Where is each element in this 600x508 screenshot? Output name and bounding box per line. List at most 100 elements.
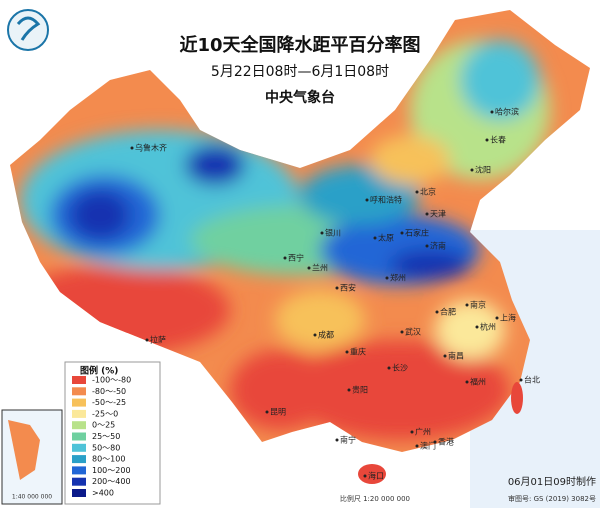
city-label: 海口	[368, 471, 384, 481]
approval: 审图号: GS (2019) 3082号	[508, 494, 596, 503]
legend-label: 50～80	[92, 443, 120, 452]
city-label: 杭州	[480, 322, 496, 332]
city-label: 西宁	[288, 253, 304, 263]
city-dot	[435, 310, 439, 314]
city-label: 西安	[340, 283, 356, 293]
city-label: 兰州	[312, 263, 328, 273]
city-dot	[490, 110, 494, 114]
city-dot	[385, 276, 389, 280]
city-dot	[433, 440, 437, 444]
city-dot	[470, 168, 474, 172]
inset-scale: 1:40 000 000	[12, 494, 52, 501]
legend-swatch	[72, 432, 86, 441]
city-label: 石家庄	[405, 228, 429, 238]
agency: 中央气象台	[265, 89, 335, 106]
city-label: 上海	[500, 313, 516, 323]
city-dot	[519, 378, 523, 382]
city-dot	[415, 444, 419, 448]
city-label: 长春	[490, 135, 506, 145]
legend-title: 图例 (%)	[80, 365, 118, 377]
city-dot	[443, 354, 447, 358]
city-label: 香港	[438, 437, 454, 447]
city-dot	[365, 198, 369, 202]
city-label: 沈阳	[475, 165, 491, 175]
city-dot	[283, 256, 287, 260]
legend-label: -80～-50	[92, 387, 126, 396]
legend-swatch	[72, 387, 86, 396]
city-label: 澳门	[420, 441, 436, 451]
city-dot	[475, 325, 479, 329]
city-label: 哈尔滨	[495, 107, 519, 117]
legend-label: -50～-25	[92, 398, 126, 407]
city-label: 呼和浩特	[370, 195, 402, 205]
city-label: 福州	[470, 378, 486, 387]
city-label: 银川	[325, 228, 341, 238]
legend-label: -100～-80	[92, 376, 131, 385]
legend-label: >400	[92, 489, 114, 498]
legend-label: 25～50	[92, 432, 120, 441]
legend-swatch	[72, 455, 86, 464]
city-label: 台北	[524, 375, 540, 385]
legend-label: 80～100	[92, 455, 125, 464]
city-label: 南京	[470, 300, 486, 310]
city-dot	[363, 474, 367, 478]
city-dot	[400, 231, 404, 235]
made-time: 06月01日09时制作	[508, 475, 596, 488]
logo-mark	[16, 16, 41, 41]
city-dot	[465, 380, 469, 384]
city-dot	[345, 350, 349, 354]
city-dot	[265, 410, 269, 414]
city-dot	[335, 438, 339, 442]
city-label: 昆明	[270, 408, 286, 417]
city-label: 武汉	[405, 327, 421, 337]
city-label: 天津	[430, 209, 446, 219]
city-dot	[320, 231, 324, 235]
city-label: 太原	[378, 233, 394, 243]
legend-swatch	[72, 409, 86, 418]
city-label: 郑州	[390, 273, 406, 283]
city-dot	[415, 190, 419, 194]
legend-swatch	[72, 443, 86, 452]
city-label: 合肥	[440, 307, 456, 317]
city-label: 北京	[420, 187, 436, 197]
city-dot	[145, 338, 149, 342]
legend-swatch	[72, 421, 86, 430]
city-label: 重庆	[350, 347, 366, 357]
taiwan	[511, 382, 523, 414]
hainan	[358, 464, 386, 484]
city-dot	[130, 146, 134, 150]
legend: 图例 (%) -100～-80 -80～-50 -50～-25 -25～0 0～25 25…	[64, 361, 161, 505]
city-label: 长沙	[392, 363, 408, 373]
legend-swatch	[72, 398, 86, 407]
city-label: 广州	[415, 427, 431, 437]
city-dot	[373, 236, 377, 240]
city-label: 南昌	[448, 351, 464, 361]
city-label: 济南	[430, 241, 446, 251]
legend-label: 200～400	[92, 477, 131, 486]
legend-swatch	[72, 466, 86, 475]
city-dot	[425, 244, 429, 248]
city-dot	[400, 330, 404, 334]
city-label: 乌鲁木齐	[135, 143, 167, 153]
city-dot	[387, 366, 391, 370]
legend-label: 100～200	[92, 466, 131, 475]
subtitle: 5月22日08时—6月1日08时	[211, 64, 389, 80]
city-dot	[495, 316, 499, 320]
title: 近10天全国降水距平百分率图	[179, 34, 420, 56]
legend-swatch	[72, 477, 86, 486]
legend-swatch	[72, 489, 86, 497]
inset-land	[8, 420, 40, 480]
city-label: 南宁	[340, 435, 356, 445]
city-dot	[307, 266, 311, 270]
city-label: 拉萨	[150, 335, 166, 345]
city-dot	[335, 286, 339, 290]
city-label: 贵阳	[352, 385, 368, 395]
city-dot	[347, 388, 351, 392]
city-label: 成都	[318, 330, 334, 340]
city-dot	[465, 303, 469, 307]
legend-label: 0～25	[92, 421, 115, 430]
city-dot	[425, 212, 429, 216]
legend-swatch	[72, 376, 86, 384]
